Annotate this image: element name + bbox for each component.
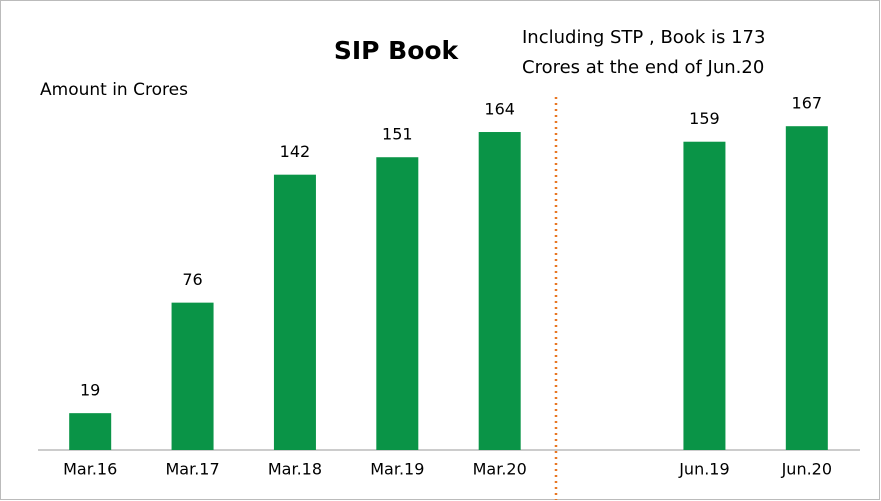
bar (478, 132, 521, 450)
x-tick-label: Jun.19 (678, 460, 729, 479)
data-label: 76 (182, 270, 202, 289)
bar (69, 413, 112, 450)
x-tick-label: Mar.17 (165, 460, 219, 479)
x-tick-label: Mar.20 (473, 460, 527, 479)
bar (683, 141, 726, 450)
data-label: 164 (484, 100, 515, 119)
x-tick-label: Mar.18 (268, 460, 322, 479)
bar (376, 157, 419, 450)
chart-title: SIP Book (334, 36, 460, 65)
bar (785, 126, 828, 450)
bar (273, 174, 316, 450)
x-tick-label: Mar.19 (370, 460, 424, 479)
data-label: 167 (792, 94, 823, 113)
x-tick-label: Jun.20 (781, 460, 832, 479)
data-label: 151 (382, 125, 413, 144)
data-label: 142 (280, 142, 311, 161)
y-axis-label: Amount in Crores (40, 80, 188, 100)
x-tick-label: Mar.16 (63, 460, 117, 479)
annotation: Including STP , Book is 173 (522, 27, 765, 48)
data-label: 159 (689, 109, 720, 128)
data-label: 19 (80, 381, 100, 400)
annotation: Crores at the end of Jun.20 (522, 57, 764, 78)
bar (171, 302, 214, 450)
